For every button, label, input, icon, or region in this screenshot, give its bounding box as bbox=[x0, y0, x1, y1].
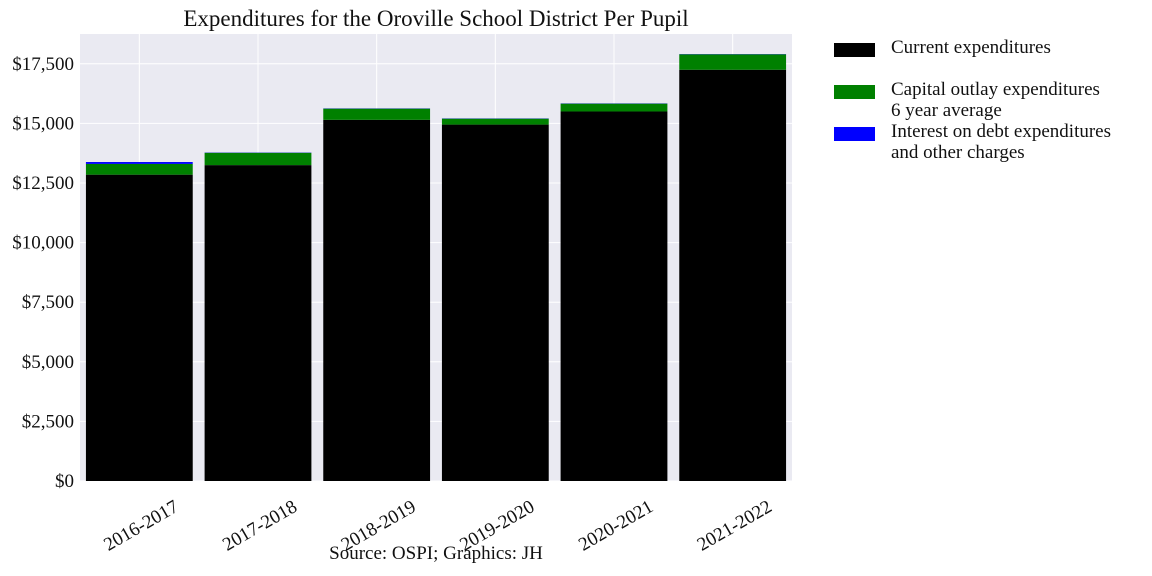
bar-2019-2020-series-1 bbox=[441, 118, 549, 125]
bar-2016-2017-series-1 bbox=[85, 163, 193, 175]
y-axis: $0 $2,500 $5,000 $7,500 $10,000 $12,500 $15,00… bbox=[12, 54, 74, 492]
y-tick-label: $12,500 bbox=[12, 173, 74, 194]
bar-2020-2021-series-1 bbox=[560, 103, 668, 112]
chart-title: Expenditures for the Oroville School Dis… bbox=[183, 6, 689, 31]
plot-area bbox=[80, 34, 792, 481]
y-tick-label: $10,000 bbox=[12, 233, 74, 254]
source-note: Source: OSPI; Graphics: JH bbox=[329, 543, 543, 564]
legend-label-interest: Interest on debt expenditures and other … bbox=[891, 121, 1112, 163]
bar-2017-2018-series-1 bbox=[204, 152, 312, 166]
bar-2016-2017-series-2 bbox=[85, 162, 193, 164]
bar-2018-2019-series-1 bbox=[323, 108, 431, 120]
bar-2018-2019-series-0 bbox=[323, 119, 431, 481]
bar-2019-2020-series-0 bbox=[441, 124, 549, 481]
bar-2017-2018-series-0 bbox=[204, 165, 312, 481]
y-tick-label: $7,500 bbox=[22, 292, 74, 313]
y-tick-label: $15,000 bbox=[12, 113, 74, 134]
bar-2020-2021-series-0 bbox=[560, 111, 668, 481]
legend-swatch-capital bbox=[834, 85, 875, 99]
bars bbox=[85, 54, 787, 481]
bar-2016-2017-series-0 bbox=[85, 174, 193, 481]
legend-swatch-current bbox=[834, 43, 875, 57]
y-tick-label: $2,500 bbox=[22, 411, 74, 432]
legend-swatch-interest bbox=[834, 127, 875, 141]
bar-2021-2022-series-0 bbox=[679, 69, 787, 481]
y-tick-label: $17,500 bbox=[12, 54, 74, 75]
bar-2021-2022-series-1 bbox=[679, 54, 787, 70]
y-tick-label: $0 bbox=[55, 471, 74, 492]
legend-label-current: Current expenditures bbox=[891, 37, 1051, 58]
legend-label-capital: Capital outlay expenditures 6 year avera… bbox=[891, 79, 1100, 121]
y-tick-label: $5,000 bbox=[22, 352, 74, 373]
